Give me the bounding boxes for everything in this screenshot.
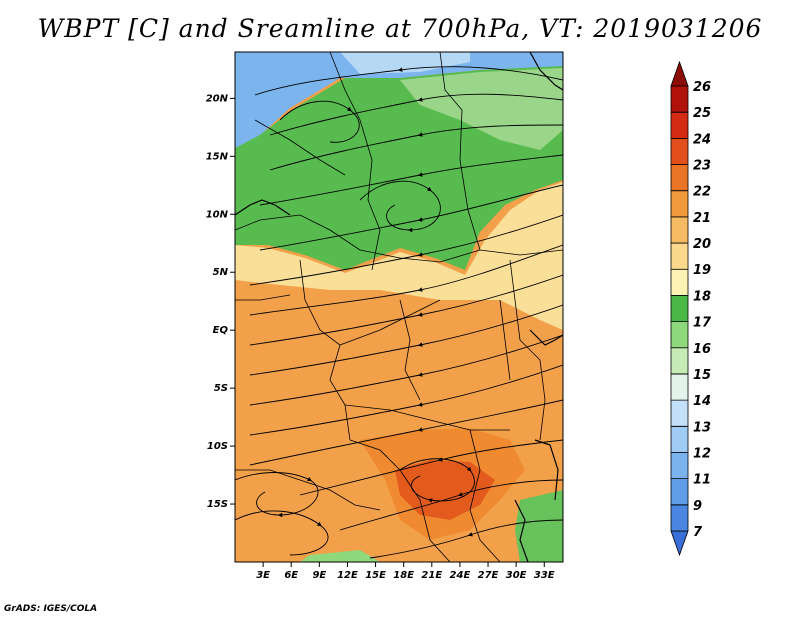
colorbar-swatch bbox=[670, 190, 689, 218]
colorbar-level-label: 12 bbox=[693, 446, 711, 461]
colorbar: 7 9 11 12 13 14 15 16 17 18 19 20 21 22 23 24 25 26 bbox=[670, 60, 712, 557]
colorbar-level-label: 11 bbox=[693, 473, 711, 488]
colorbar-swatch bbox=[670, 347, 689, 375]
colorbar-swatch bbox=[670, 504, 689, 532]
grads-credit: GrADS: IGES/COLA bbox=[4, 604, 98, 614]
lon-tick-label: 3E bbox=[256, 570, 270, 581]
colorbar-swatch bbox=[670, 111, 689, 139]
colorbar-swatch bbox=[670, 85, 689, 113]
chart-title: WBPT [C] and Sreamline at 700hPa, VT: 20… bbox=[37, 14, 763, 43]
colorbar-swatch bbox=[670, 295, 689, 322]
colorbar-swatch bbox=[670, 425, 689, 453]
colorbar-level-label: 20 bbox=[693, 237, 711, 252]
lat-tick-label: 15N bbox=[206, 151, 229, 162]
colorbar-level-label: 9 bbox=[693, 499, 702, 514]
colorbar-swatch bbox=[670, 530, 689, 557]
colorbar-swatch bbox=[670, 373, 689, 401]
lat-tick-label: 15S bbox=[207, 499, 228, 510]
field-lightgreen-north bbox=[400, 68, 563, 150]
colorbar-level-label: 22 bbox=[693, 185, 711, 200]
field-yellow-band bbox=[235, 182, 563, 330]
lon-tick-label: 27E bbox=[478, 570, 499, 581]
colorbar-swatch bbox=[670, 242, 689, 270]
lon-tick-label: 6E bbox=[284, 570, 298, 581]
lon-tick-label: 9E bbox=[312, 570, 326, 581]
colorbar-level-label: 16 bbox=[693, 342, 711, 357]
colorbar-level-label: 13 bbox=[693, 420, 711, 435]
colorbar-level-label: 17 bbox=[693, 316, 712, 331]
colorbar-level-label: 24 bbox=[693, 132, 711, 147]
latitude-axis: 20N 15N 10N 5N EQ 5S 10S 15S bbox=[206, 93, 235, 510]
lat-tick-label: 10S bbox=[207, 441, 228, 452]
country-borders bbox=[235, 52, 563, 562]
lon-tick-label: 33E bbox=[534, 570, 555, 581]
streamlines bbox=[235, 66, 563, 559]
longitude-axis: 3E 6E 9E 12E 15E 18E 21E 24E 27E 30E 33E bbox=[256, 562, 555, 581]
colorbar-level-label: 7 bbox=[693, 525, 703, 540]
colorbar-swatch bbox=[670, 164, 689, 192]
lon-tick-label: 24E bbox=[450, 570, 471, 581]
colorbar-swatch bbox=[670, 216, 689, 244]
field-green-southeast bbox=[515, 490, 563, 562]
colorbar-swatch bbox=[670, 478, 689, 506]
lon-tick-label: 12E bbox=[337, 570, 358, 581]
map-frame bbox=[234, 51, 564, 563]
colorbar-level-label: 21 bbox=[693, 211, 711, 226]
colorbar-swatch bbox=[670, 268, 689, 296]
colorbar-level-label: 15 bbox=[693, 368, 711, 383]
colorbar-level-label: 19 bbox=[693, 263, 711, 278]
field-lightblue-north bbox=[340, 52, 470, 74]
wbpt-field bbox=[235, 52, 563, 562]
colorbar-level-label: 23 bbox=[693, 159, 711, 174]
field-green-southwest bbox=[300, 550, 380, 562]
lon-tick-label: 18E bbox=[393, 570, 414, 581]
lon-tick-label: 15E bbox=[365, 570, 386, 581]
lat-tick-label: 10N bbox=[206, 209, 229, 220]
lon-tick-label: 30E bbox=[506, 570, 527, 581]
field-blue-north bbox=[235, 52, 563, 148]
lon-tick-label: 21E bbox=[421, 570, 442, 581]
lat-tick-label: 20N bbox=[206, 93, 229, 104]
colorbar-level-label: 26 bbox=[693, 80, 711, 95]
colorbar-level-label: 14 bbox=[693, 394, 711, 409]
colorbar-swatch bbox=[670, 452, 689, 480]
colorbar-level-label: 25 bbox=[693, 106, 711, 121]
colorbar-swatch bbox=[670, 399, 689, 427]
lat-tick-label: EQ bbox=[213, 325, 229, 336]
colorbar-swatch bbox=[670, 60, 689, 87]
lat-tick-label: 5S bbox=[214, 383, 228, 394]
colorbar-level-label: 18 bbox=[693, 289, 711, 304]
lat-tick-label: 5N bbox=[213, 267, 229, 278]
colorbar-swatch bbox=[670, 137, 689, 165]
colorbar-swatch bbox=[670, 321, 689, 349]
